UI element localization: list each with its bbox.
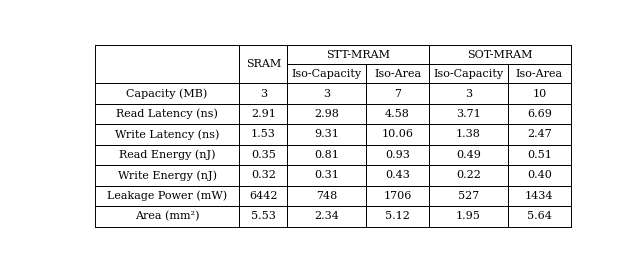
Text: 1706: 1706 [383,191,412,201]
Text: 0.40: 0.40 [527,170,552,180]
Text: 0.43: 0.43 [385,170,410,180]
Text: Iso-Capacity: Iso-Capacity [433,69,504,79]
Text: Leakage Power (mW): Leakage Power (mW) [107,191,227,201]
Text: 3: 3 [260,89,267,99]
Text: 1.95: 1.95 [456,211,481,221]
Text: 3: 3 [465,89,472,99]
Text: 2.47: 2.47 [527,130,552,140]
Text: Area (mm²): Area (mm²) [135,211,199,221]
Text: Write Energy (nJ): Write Energy (nJ) [118,170,216,181]
Text: 1.53: 1.53 [251,130,276,140]
Text: Iso-Capacity: Iso-Capacity [292,69,362,79]
Text: 748: 748 [316,191,337,201]
Text: 0.49: 0.49 [456,150,481,160]
Text: 3.71: 3.71 [456,109,481,119]
Text: 10.06: 10.06 [381,130,413,140]
Text: Read Latency (ns): Read Latency (ns) [116,109,218,119]
Text: 5.12: 5.12 [385,211,410,221]
Text: Write Latency (ns): Write Latency (ns) [115,129,220,140]
Text: 6.69: 6.69 [527,109,552,119]
Text: 10: 10 [532,89,547,99]
Text: SRAM: SRAM [246,59,281,69]
Text: SOT-MRAM: SOT-MRAM [467,50,533,60]
Text: 4.58: 4.58 [385,109,410,119]
Text: 5.64: 5.64 [527,211,552,221]
Text: Iso-Area: Iso-Area [374,69,421,79]
Text: 0.31: 0.31 [314,170,339,180]
Text: 3: 3 [323,89,330,99]
Text: 2.98: 2.98 [314,109,339,119]
Text: Read Energy (nJ): Read Energy (nJ) [119,150,215,160]
Text: 2.34: 2.34 [314,211,339,221]
Text: 0.22: 0.22 [456,170,481,180]
Text: Iso-Area: Iso-Area [516,69,563,79]
Text: 0.51: 0.51 [527,150,552,160]
Text: Capacity (MB): Capacity (MB) [127,88,208,99]
Text: 1.38: 1.38 [456,130,481,140]
Text: 0.35: 0.35 [251,150,276,160]
Text: 527: 527 [458,191,479,201]
Text: 6442: 6442 [249,191,278,201]
Text: 0.32: 0.32 [251,170,276,180]
Text: 7: 7 [394,89,401,99]
Text: 1434: 1434 [525,191,554,201]
Text: 5.53: 5.53 [251,211,276,221]
Text: 0.81: 0.81 [314,150,339,160]
Text: 9.31: 9.31 [314,130,339,140]
Text: 0.93: 0.93 [385,150,410,160]
Text: STT-MRAM: STT-MRAM [326,50,390,60]
Text: 2.91: 2.91 [251,109,276,119]
